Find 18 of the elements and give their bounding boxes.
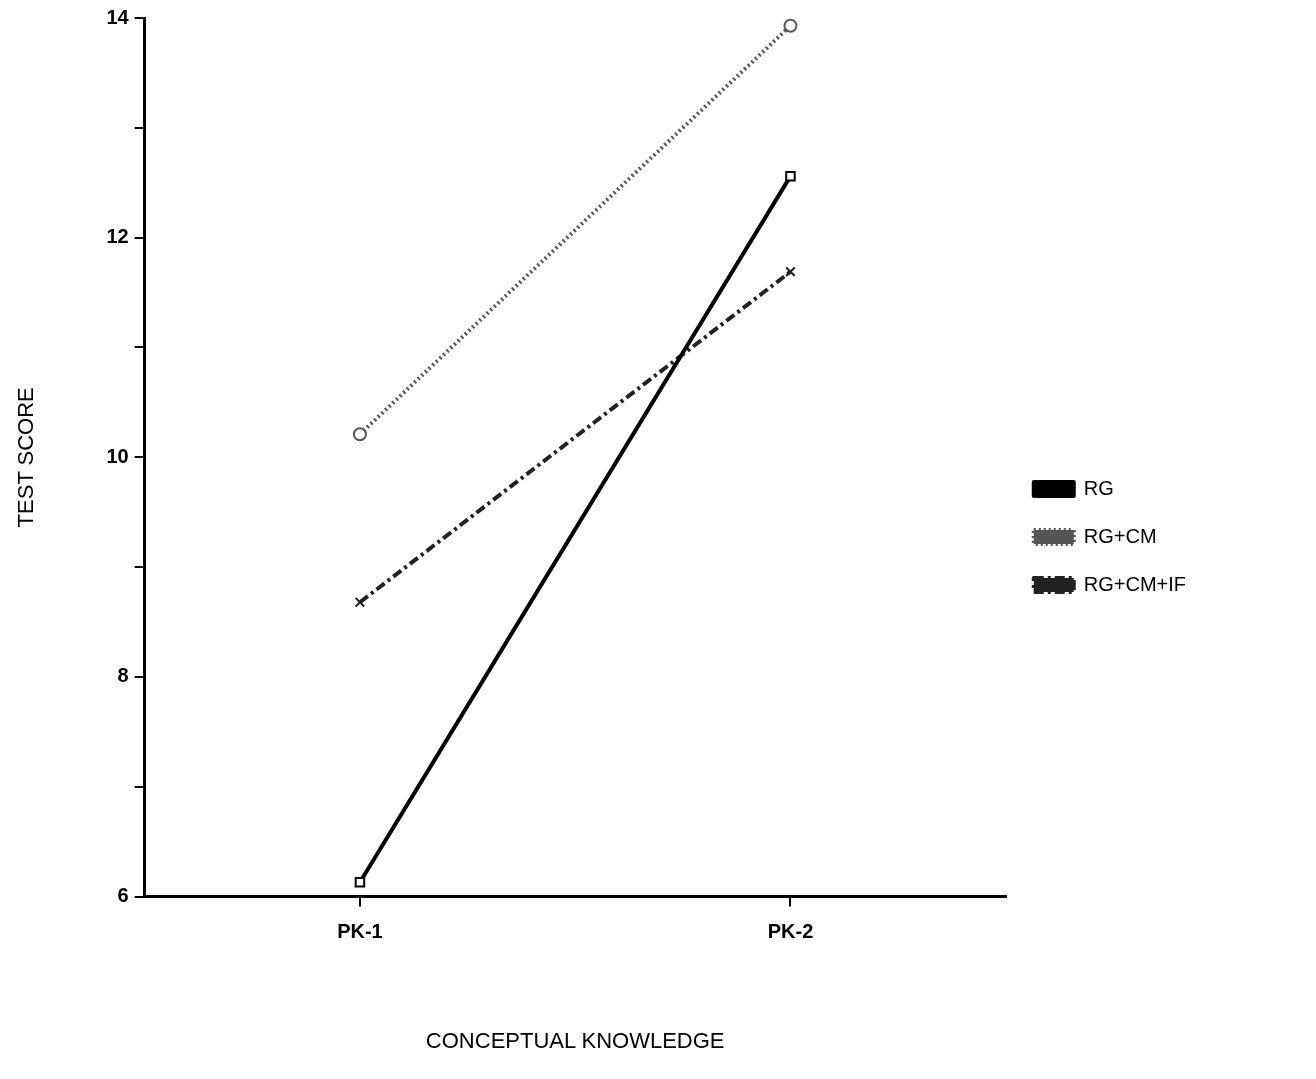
- y-axis-title: TEST SCORE: [13, 387, 39, 528]
- y-tick-label: 6: [117, 884, 129, 907]
- y-tick-label: 8: [117, 664, 129, 687]
- point: [783, 18, 798, 33]
- point: [352, 427, 367, 442]
- legend-label: RG+CM+IF: [1083, 572, 1187, 595]
- x-tick-label: PK-2: [767, 920, 814, 943]
- point: [354, 877, 366, 888]
- legend-label: RG: [1083, 476, 1114, 499]
- x-tick-label: PK-1: [337, 920, 383, 943]
- point: [785, 170, 796, 182]
- legend-label: RG+CM: [1083, 524, 1157, 547]
- point: [785, 266, 796, 277]
- y-tick-label: 10: [106, 444, 129, 467]
- y-tick-label: 14: [106, 5, 130, 28]
- y-tick-label: 12: [106, 225, 129, 248]
- point: [354, 597, 366, 608]
- x-axis-title: CONCEPTUAL KNOWLEDGE: [425, 1027, 725, 1053]
